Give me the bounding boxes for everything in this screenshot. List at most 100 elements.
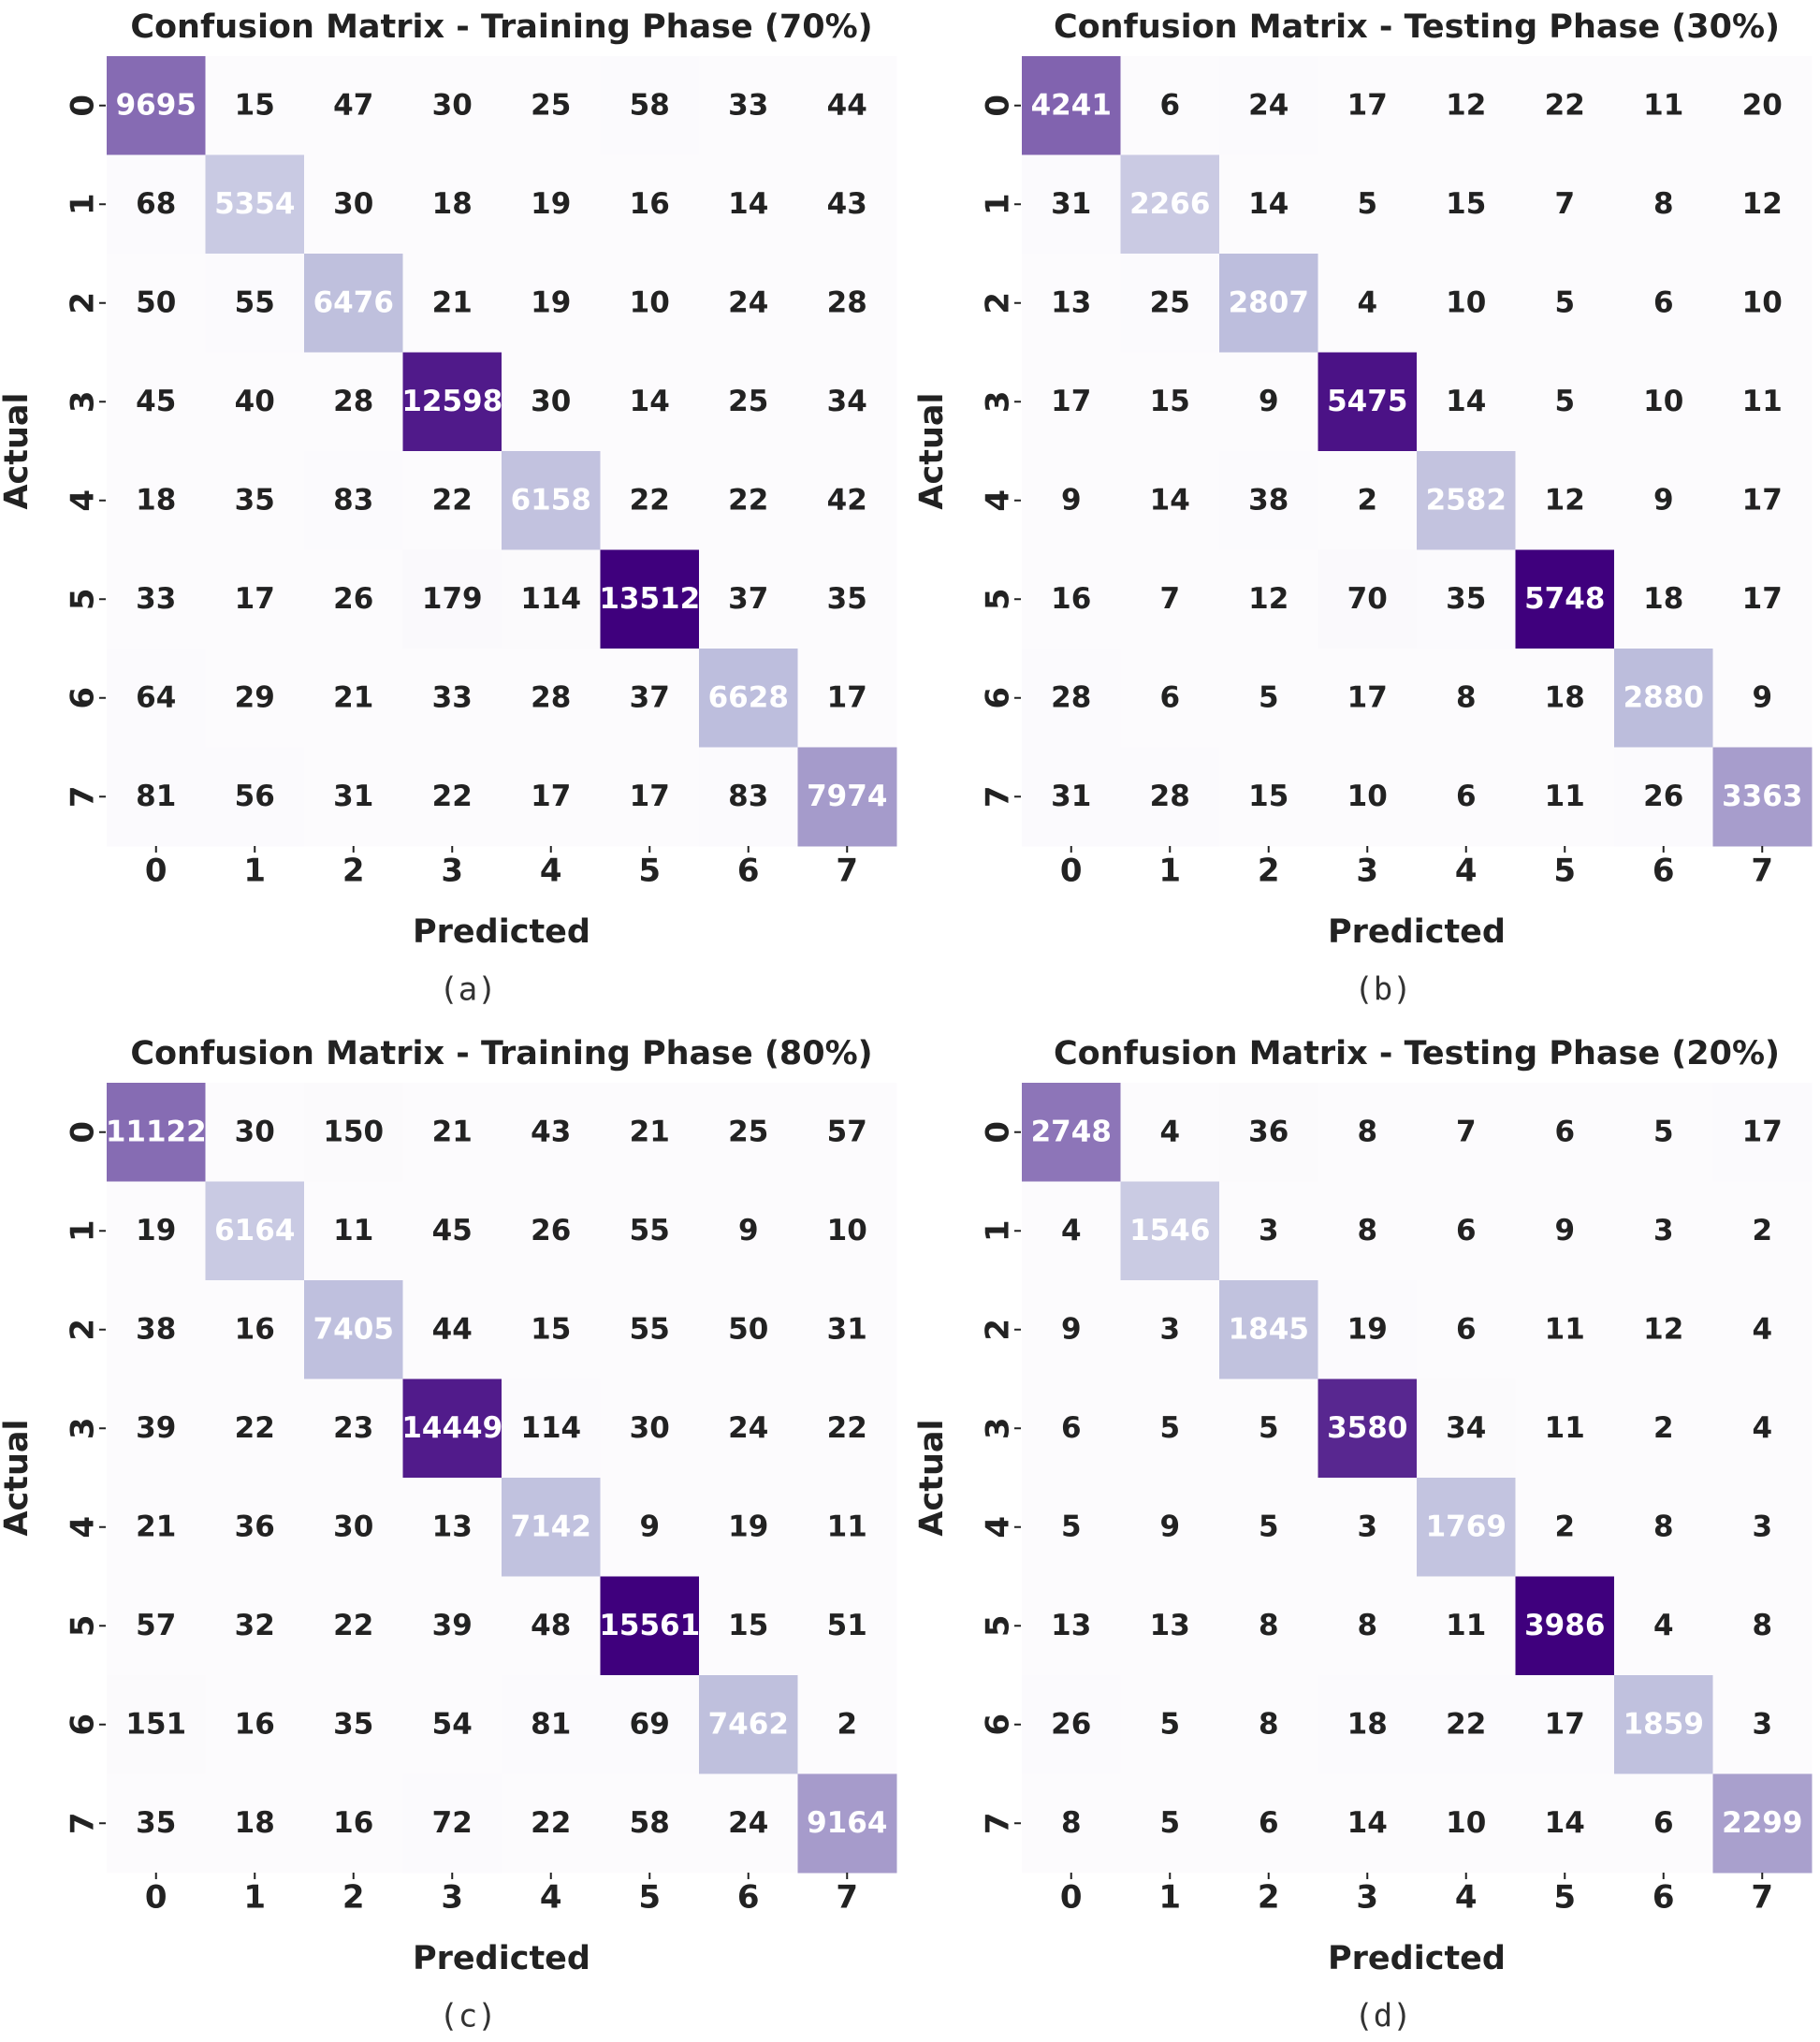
y-tick-label: 6 [980,1714,1017,1736]
heatmap-cell [304,254,403,353]
cell-value-label: 28 [827,285,867,319]
cell-value-label: 8 [1752,1609,1772,1642]
heatmap-cell [502,1280,601,1379]
cell-value-label: 47 [333,88,373,122]
cell-value-label: 20 [1742,88,1783,122]
cell-value-label: 39 [432,1609,473,1642]
cell-value-label: 22 [1545,88,1585,122]
cell-value-label: 17 [1545,1707,1585,1741]
heatmap-cell [502,352,601,452]
cell-value-label: 37 [630,680,670,714]
heatmap-cell [1515,56,1615,155]
cell-value-label: 4 [1752,1411,1772,1445]
cell-value-label: 3 [1653,1214,1674,1247]
x-tick-label: 7 [1751,853,1773,890]
heatmap-cell [1120,1378,1220,1479]
confusion-matrix-panel-a: Confusion Matrix - Training Phase (70%) 9… [0,8,897,1009]
heatmap-cell [1219,1181,1318,1281]
cell-value-label: 9 [1554,1214,1575,1247]
heatmap-cell [600,56,700,155]
heatmap-cell [1219,254,1318,353]
heatmap-cell [1515,1181,1615,1281]
heatmap-cell [1712,649,1813,748]
cell-value-label: 55 [630,1214,670,1247]
heatmap-cell [1120,1181,1220,1281]
heatmap-cell [205,1675,305,1774]
heatmap-cell [1219,451,1318,550]
heatmap-cell [1515,1576,1615,1676]
heatmap-cell [1417,1675,1516,1774]
cell-value-label: 13 [1051,1609,1091,1642]
heatmap-cell [797,1280,897,1379]
heatmap-cell [1417,154,1516,255]
cell-value-label: 22 [531,1806,571,1840]
heatmap-cell [304,1083,403,1182]
cell-value-label: 5 [1554,385,1575,418]
heatmap-cell [402,1280,502,1379]
x-tick-label: 1 [1158,1879,1181,1917]
subfigure-caption: (d) [1354,1998,1411,2035]
heatmap-cell [402,1181,502,1281]
y-tick-label: 5 [980,1614,1017,1637]
heatmap-cell [402,451,502,550]
heatmap-cell [107,1675,206,1774]
cell-value-label: 25 [531,88,571,122]
cell-value-label: 1845 [1229,1312,1309,1346]
cell-value-label: 64 [136,680,176,714]
heatmap-cell [600,352,700,452]
heatmap-cell [107,1378,206,1479]
cell-value-label: 19 [728,1510,768,1543]
heatmap-cell [304,1478,403,1577]
cell-value-label: 18 [1545,680,1585,714]
y-axis-title: Actual [0,392,36,509]
cell-value-label: 24 [728,1411,768,1445]
heatmap-cell [205,1083,305,1182]
cell-value-label: 83 [333,483,373,517]
cell-value-label: 22 [432,483,473,517]
heatmap-cell [1120,1280,1220,1379]
cell-value-label: 8 [1061,1806,1082,1840]
cell-value-label: 36 [235,1510,275,1543]
heatmap-cell [502,1478,601,1577]
cell-value-label: 9 [1061,1312,1082,1346]
heatmap-cell [600,1675,700,1774]
heatmap-cell [502,1181,601,1281]
cell-value-label: 22 [827,1411,867,1445]
cell-value-label: 7 [1554,187,1575,221]
cell-value-label: 179 [422,582,483,616]
heatmap-cell [1022,154,1121,255]
cell-value-label: 26 [531,1214,571,1247]
heatmap-cell [402,352,502,452]
heatmap-cell [1120,649,1220,748]
x-tick-label: 7 [1751,1879,1773,1917]
cell-value-label: 17 [1347,88,1388,122]
cell-value-label: 16 [235,1312,275,1346]
heatmap-cell [1120,747,1220,847]
heatmap-cell [1022,1576,1121,1676]
heatmap-cell [1219,56,1318,155]
cell-value-label: 18 [136,483,176,517]
heatmap-cell [797,1773,897,1874]
cell-value-label: 9 [738,1214,759,1247]
heatmap-cell [402,254,502,353]
heatmap-cell [1318,352,1418,452]
cell-value-label: 43 [531,1115,571,1148]
cell-value-label: 5 [1159,1806,1180,1840]
y-tick-label: 6 [65,687,102,709]
cell-value-label: 17 [1742,483,1783,517]
cell-value-label: 19 [136,1214,176,1247]
cell-value-label: 11 [333,1214,373,1247]
cell-value-label: 36 [1248,1115,1289,1148]
cell-value-label: 8 [1653,187,1674,221]
heatmap-cell [205,56,305,155]
cell-value-label: 30 [235,1115,275,1148]
heatmap-cell [797,56,897,155]
heatmap-cell [699,352,798,452]
heatmap-cell [699,1773,798,1874]
heatmap-cell [107,1773,206,1874]
cell-value-label: 4 [1159,1115,1180,1148]
cell-value-label: 9164 [807,1806,887,1840]
heatmap-cell [304,1181,403,1281]
cell-value-label: 2 [1653,1411,1674,1445]
heatmap-cell [304,352,403,452]
